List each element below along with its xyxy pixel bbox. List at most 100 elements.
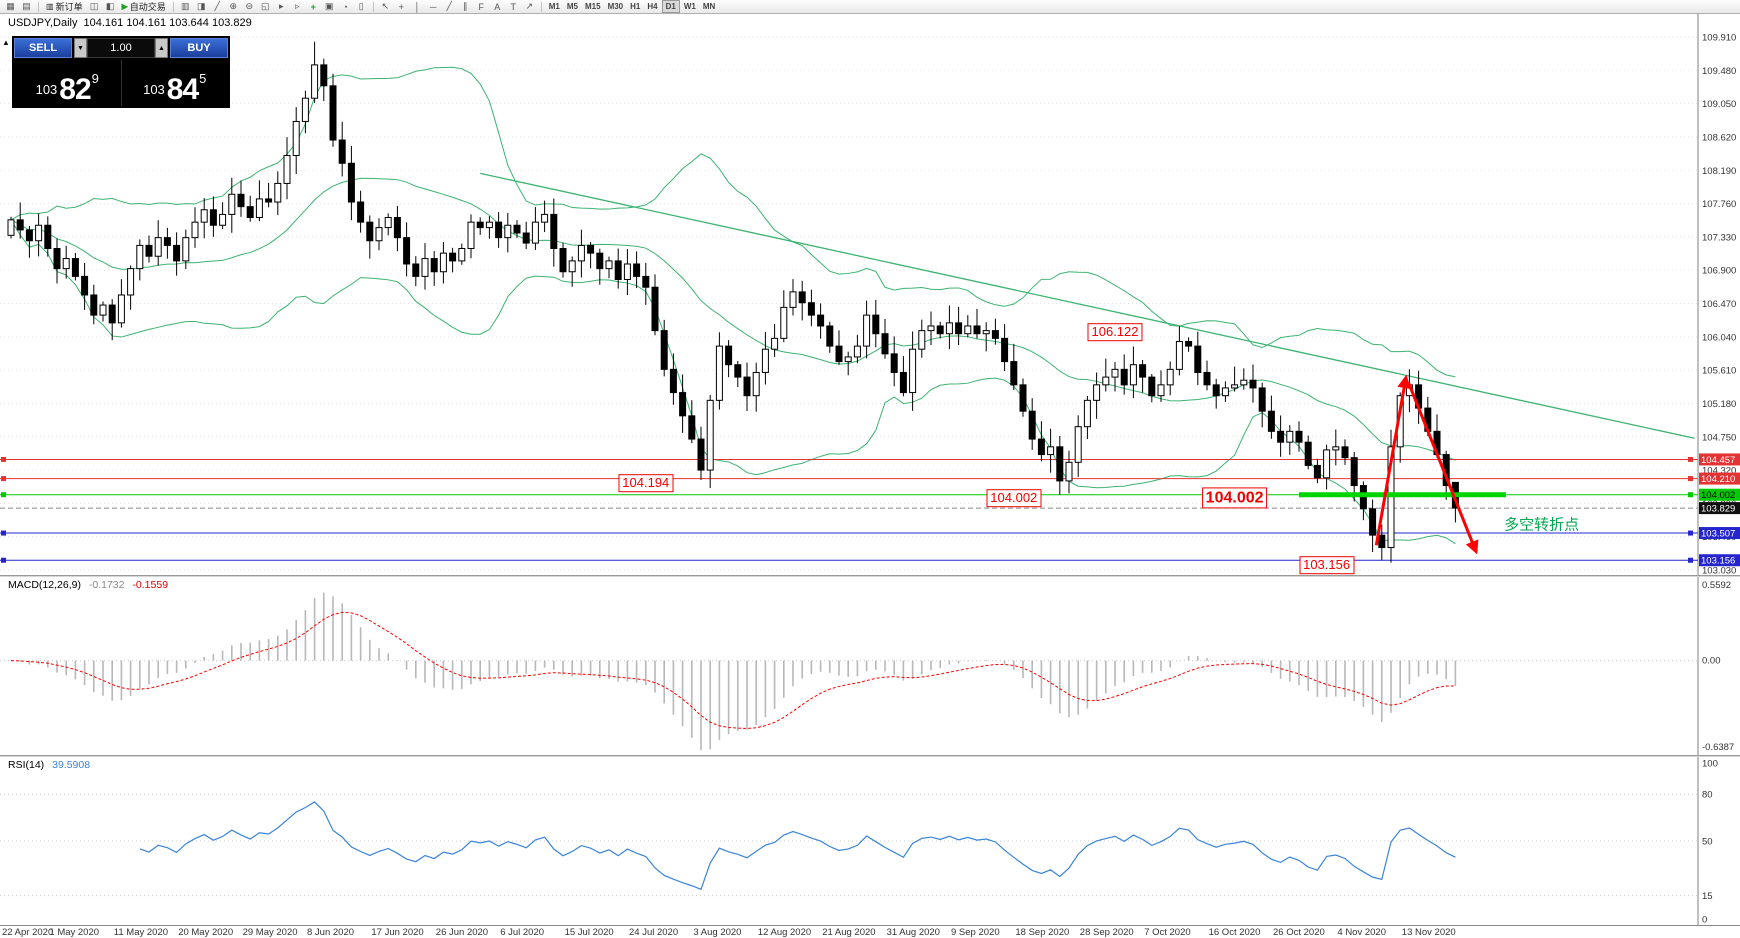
chart-shift-icon[interactable]: ▹ — [294, 1, 300, 11]
price-level-label — [1699, 488, 1740, 501]
depth-of-market-icon[interactable]: ◧ — [105, 1, 115, 11]
rsi-label: RSI(14) 39.5908 — [8, 759, 95, 771]
tf-mn[interactable]: MN — [702, 2, 716, 11]
panel-splitter[interactable] — [0, 575, 1740, 577]
rsi-scale-tick: 80 — [1702, 790, 1713, 801]
auto-trading-button[interactable]: ▶ 自动交易 — [121, 2, 166, 12]
trendline-icon[interactable]: ╱ — [446, 1, 452, 11]
channel-icon[interactable]: ∥ — [463, 1, 468, 11]
tf-h1[interactable]: H1 — [630, 2, 641, 11]
bollinger-upper-band[interactable] — [10, 66, 1456, 378]
date-label: 17 Jun 2020 — [371, 927, 424, 938]
price-annotation[interactable]: 104.194 — [618, 474, 674, 493]
macd-panel[interactable]: 0.5592 0.00 -0.6387 MACD(12,26,9) -0.1732 … — [0, 577, 1740, 755]
rsi-line — [139, 801, 1456, 891]
macd-scale-tick: 0.00 — [1702, 656, 1721, 667]
tile-windows-icon[interactable]: ◱ — [260, 1, 270, 11]
tf-m15[interactable]: M15 — [585, 2, 601, 11]
tf-w1[interactable]: W1 — [683, 2, 696, 11]
zoom-out-icon[interactable]: ⊖ — [245, 1, 254, 11]
rsi-scale-tick: 100 — [1702, 759, 1718, 770]
cursor-icon[interactable]: ↖ — [381, 1, 390, 11]
price-annotation[interactable]: 103.156 — [1299, 556, 1355, 575]
bar-chart-icon[interactable]: ▥ — [180, 1, 190, 11]
candlestick-chart-icon[interactable]: ◨ — [196, 1, 206, 11]
price-chart[interactable]: 109.910 109.480 109.050 108.620 108.190 107.7… — [0, 14, 1740, 575]
new-order-button[interactable]: ▥ 新订单 — [46, 2, 83, 12]
price-scale-tick: 106.040 — [1702, 332, 1736, 343]
text-icon[interactable]: A — [494, 1, 501, 12]
vertical-line-icon[interactable]: │ — [414, 1, 421, 12]
tf-d1[interactable]: D1 — [661, 0, 680, 13]
sell-button[interactable]: SELL — [14, 38, 72, 58]
indicators-icon[interactable]: + — [310, 1, 316, 12]
templates-icon[interactable]: ▣ — [324, 1, 334, 11]
tf-h4[interactable]: H4 — [647, 2, 658, 11]
macd-main-value: -0.1732 — [88, 579, 125, 591]
volume-down-button[interactable]: ▼ — [74, 38, 87, 58]
main-chart-panel[interactable]: 109.910 109.480 109.050 108.620 108.190 107.7… — [0, 14, 1740, 575]
red-arrow-down[interactable] — [1407, 381, 1479, 555]
svg-text:103.507: 103.507 — [1701, 529, 1735, 540]
sell-price[interactable]: 103 82 9 — [14, 60, 121, 106]
tf-m1[interactable]: M1 — [548, 2, 560, 11]
tf-m30[interactable]: M30 — [607, 2, 624, 11]
rsi-scale-tick: 50 — [1702, 837, 1713, 848]
mailbox-icon[interactable]: ▯ — [358, 1, 364, 11]
bollinger-middle-band[interactable] — [10, 177, 1456, 461]
crosshair-icon[interactable]: + — [398, 1, 404, 12]
date-label: 31 Aug 2020 — [886, 927, 940, 938]
date-label: 1 May 2020 — [49, 927, 100, 938]
zoom-in-icon[interactable]: ⊕ — [229, 1, 238, 11]
rsi-value: 39.5908 — [52, 759, 91, 771]
macd-histogram — [19, 592, 1457, 751]
new-chart-icon[interactable]: ▦ — [6, 1, 15, 11]
arrow-tool-icon[interactable]: ↗ — [525, 1, 534, 11]
volume-up-button[interactable]: ▲ — [155, 38, 168, 58]
line-chart-icon[interactable]: ╱ — [214, 1, 220, 11]
price-scale-tick: 103.030 — [1702, 566, 1736, 576]
buy-price[interactable]: 103 84 5 — [122, 60, 229, 106]
profiles-icon[interactable]: ▤ — [22, 1, 31, 11]
date-label: 24 Jul 2020 — [629, 927, 679, 938]
toolbar-separator — [38, 1, 39, 12]
red-arrow-up[interactable] — [1374, 374, 1411, 546]
buy-price-pip: 5 — [199, 71, 207, 86]
horizontal-line-icon[interactable]: ─ — [430, 1, 437, 12]
price-scale-tick: 109.480 — [1702, 66, 1736, 77]
volume-input[interactable] — [87, 38, 155, 58]
rsi-chart[interactable]: 100 80 50 15 0 — [0, 757, 1740, 925]
panel-splitter[interactable] — [0, 755, 1740, 757]
fibonacci-icon[interactable]: F — [478, 1, 485, 12]
sell-price-pip: 9 — [91, 71, 99, 86]
turning-point-label[interactable]: 多空转折点 — [1504, 516, 1580, 534]
price-scale-tick: 105.180 — [1702, 399, 1736, 410]
rsi-scale-tick: 0 — [1702, 915, 1707, 926]
price-level-label — [1699, 472, 1740, 485]
price-scale-tick: 106.900 — [1702, 266, 1736, 277]
alerts-icon[interactable]: ◔ — [342, 1, 348, 12]
chart-window-icon[interactable]: ◫ — [89, 1, 99, 11]
price-scale-tick: 107.760 — [1702, 199, 1736, 210]
price-level-label — [1699, 502, 1740, 515]
sell-price-big: 82 — [59, 72, 91, 106]
toolbar-separator — [540, 1, 542, 12]
rsi-panel[interactable]: 100 80 50 15 0 RSI(14) 39.5908 — [0, 757, 1740, 925]
macd-scale-tick: 0.5592 — [1702, 580, 1731, 591]
svg-text:104.002: 104.002 — [1701, 490, 1735, 501]
one-click-collapse-arrow[interactable]: ▲ — [2, 38, 10, 47]
bollinger-lower-band[interactable] — [10, 219, 1456, 545]
price-annotation[interactable]: 104.002 — [1201, 487, 1268, 509]
descending-trendline[interactable] — [480, 172, 1695, 439]
price-annotation[interactable]: 104.002 — [986, 489, 1042, 507]
price-annotation[interactable]: 106.122 — [1087, 323, 1143, 341]
date-axis[interactable]: 22 Apr 2020 1 May 2020 11 May 2020 20 May 2… — [0, 925, 1740, 938]
tf-m5[interactable]: M5 — [566, 2, 578, 11]
macd-label: MACD(12,26,9) -0.1732 -0.1559 — [8, 579, 173, 591]
label-icon[interactable]: T — [510, 1, 517, 12]
buy-button[interactable]: BUY — [170, 38, 228, 58]
toolbar: ▦ ▤ ▥ 新订单 ◫ ◧ ▶ 自动交易 ▥ ◨ ╱ ⊕ ⊖ ◱ ▸ ▹ + ▣ ◔ ▯ ↖ + │ ─ ╱ ∥ F A T ↗ M1 M5 M… — [0, 0, 1740, 14]
macd-chart[interactable]: 0.5592 0.00 -0.6387 — [0, 577, 1740, 755]
rsi-name: RSI(14) — [8, 759, 45, 771]
auto-scroll-icon[interactable]: ▸ — [278, 1, 284, 11]
